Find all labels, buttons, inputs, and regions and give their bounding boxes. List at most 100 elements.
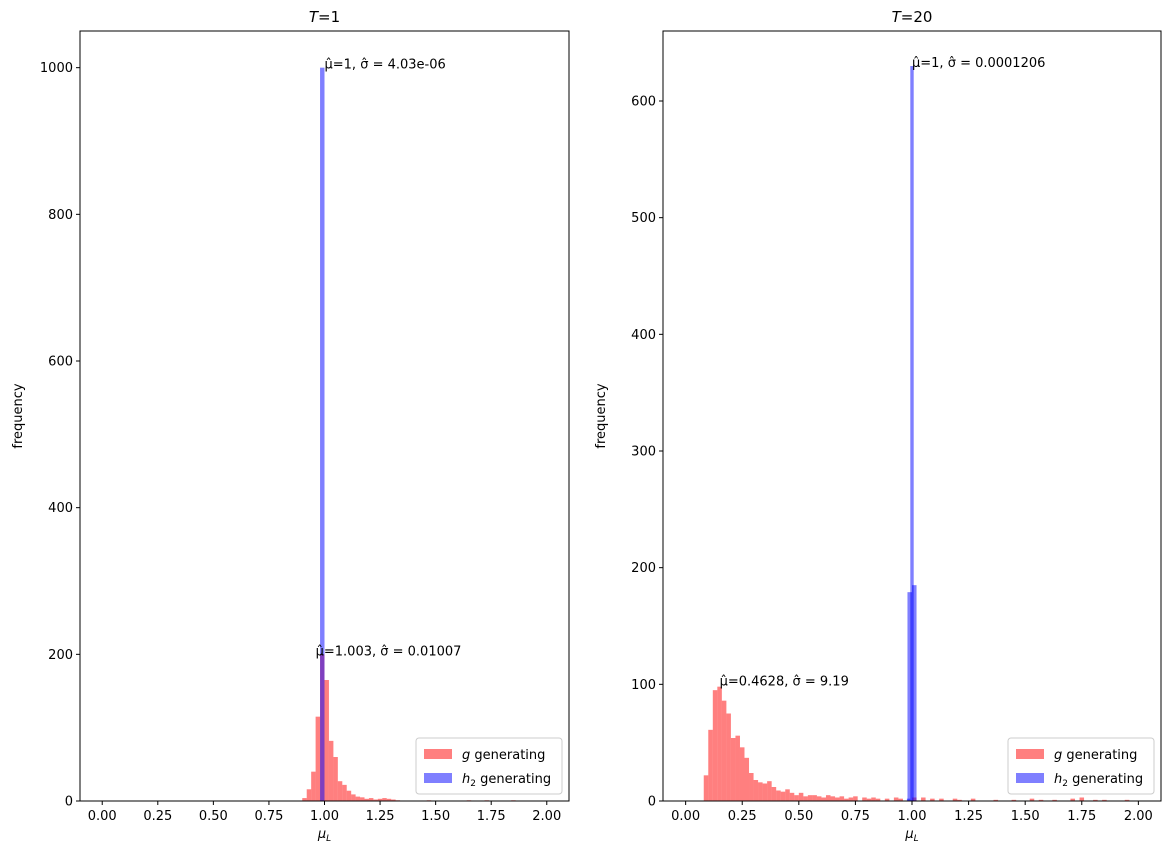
x-tick-label: 1.00 [310,809,339,824]
x-tick-label: 1.25 [366,809,395,824]
legend-label: g generating [462,748,545,763]
y-tick-label: 200 [631,561,656,576]
histogram-bar [1029,798,1035,801]
y-tick-label: 800 [48,208,73,223]
x-tick-label: 0.00 [671,809,700,824]
annotations: μ̂=1, σ̂ = 0.0001206 μ̂=0.4628, σ̂ = 9.19 [720,56,1046,689]
y-tick-label: 400 [48,501,73,516]
histogram-bar [871,797,876,801]
y-tick-label: 500 [631,211,656,226]
histogram-bar [726,713,731,801]
legend-box [415,737,563,795]
histogram-bar [1093,799,1098,801]
histogram-bar [342,784,347,801]
histogram-bar [893,797,899,801]
histogram-bar [368,798,374,801]
histogram-bar [853,796,858,801]
annotation-label: μ̂=0.4628, σ̂ = 9.19 [720,674,849,689]
histogram-bar [1124,799,1130,801]
histogram-bar [708,729,713,801]
histogram-bar [377,798,383,801]
histogram-bar [762,783,768,801]
histogram-bar [373,799,378,801]
y-tick-label: 100 [631,678,656,693]
histogram-bar [898,798,903,801]
histogram-bar [315,716,321,801]
y-tick-label: 0 [65,795,73,810]
histogram-bar [717,686,722,801]
histogram-bar [355,796,361,801]
histogram-bar [391,799,396,801]
histogram-bars [703,66,1130,801]
histogram-bar [803,796,808,801]
histogram-bar [785,789,790,801]
legend-box [1007,737,1155,795]
chart-panel-t20: 0 100 200 300 400 500 600 0.00 0.25 0.50 0.75 1.00… [594,8,1162,844]
histogram-bar [721,700,727,801]
histogram-bar [866,798,872,801]
y-tick-label: 300 [631,445,656,460]
histogram-bar [753,780,759,801]
x-tick-label: 0.25 [143,809,172,824]
legend-swatch [424,749,452,759]
x-tick-label: 0.50 [199,809,228,824]
x-tick-label: 1.75 [477,809,506,824]
y-tick-label: 400 [631,328,656,343]
histogram-bar [825,795,831,801]
x-tick-label: 0.25 [728,809,757,824]
x-tick-label: 0.75 [841,809,870,824]
histogram-bar [884,798,890,801]
histogram-bar [1070,798,1075,801]
x-tick-label: 1.50 [421,809,450,824]
chart-panel-t1: 0 200 400 600 800 1000 0.00 0.25 0.50 0.75 1.00 1.… [11,8,570,844]
x-tick-label: 1.00 [898,809,927,824]
x-tick-label: 2.00 [532,809,561,824]
histogram-bar [862,797,867,801]
y-tick-label: 0 [648,795,656,810]
y-tick-label: 600 [48,355,73,370]
histogram-bar [921,797,926,801]
x-tick-label: 1.25 [954,809,983,824]
histogram-bar [794,795,799,801]
x-tick-label: 0.75 [254,809,283,824]
histogram-bar [337,781,343,801]
histogram-bars [302,67,516,802]
histogram-bar [952,798,958,801]
histogram-bar [1102,799,1107,801]
histogram-bar [816,796,822,801]
x-tick-label: 0.50 [784,809,813,824]
histogram-bar [351,794,356,801]
legend: g generating h2 generating [1007,737,1155,795]
histogram-bar [364,798,369,801]
histogram-bar [875,798,881,801]
histogram-bar [739,747,745,801]
legend-label: g generating [1054,748,1137,763]
legend-label: h2 generating [462,772,551,789]
x-tick-label: 0.00 [88,809,117,824]
annotation-label: μ̂=1, σ̂ = 4.03e-06 [325,58,446,73]
histogram-bar [320,67,325,802]
histogram-bar [821,797,826,801]
x-axis-label: μL [317,827,331,844]
histogram-bar [1011,799,1017,801]
legend-label: h2 generating [1054,772,1143,789]
histogram-bar [712,690,718,801]
histogram-bar [789,792,795,801]
histogram-bar [744,757,750,801]
histogram-bar [776,790,781,801]
histogram-bar [333,757,338,801]
legend-swatch [1016,749,1044,759]
histogram-bar [910,66,914,801]
histogram-bar [835,797,840,801]
annotations: μ̂=1, σ̂ = 4.03e-06 μ̂=1.003, σ̂ = 0.0100… [316,58,462,660]
histogram-bar [703,775,709,801]
x-axis-label: μL [904,827,918,844]
y-tick-label: 200 [48,648,73,663]
histogram-bar [839,796,845,801]
histogram-bar [1038,799,1044,801]
y-axis-ticks: 0 100 200 300 400 500 600 [631,95,663,810]
histogram-bar [735,735,740,801]
histogram-bar [993,799,999,801]
histogram-bar [807,795,813,801]
